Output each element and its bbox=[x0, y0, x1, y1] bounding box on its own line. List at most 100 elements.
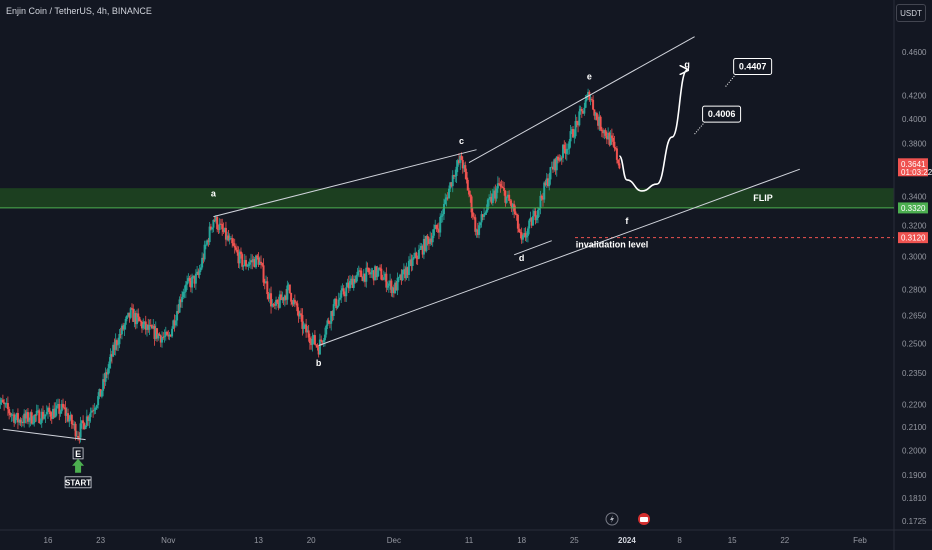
wave-label-E: E bbox=[75, 449, 81, 459]
candle-body-130 bbox=[162, 337, 165, 338]
candle-body-12 bbox=[14, 417, 17, 423]
candle-body-184 bbox=[229, 238, 232, 239]
candle-body-414 bbox=[518, 228, 521, 233]
candle-body-466 bbox=[583, 107, 586, 114]
candle-body-4 bbox=[4, 403, 7, 405]
candle-body-355 bbox=[444, 199, 447, 205]
candle-body-254 bbox=[317, 347, 320, 355]
candle-body-368 bbox=[460, 155, 463, 160]
target-callout-label-0: 0.4006 bbox=[708, 109, 736, 119]
candle-body-193 bbox=[241, 254, 244, 267]
candle-body-335 bbox=[419, 248, 422, 250]
candle-body-24 bbox=[29, 412, 32, 421]
last-price-tag-bg bbox=[898, 158, 928, 177]
candle-body-155 bbox=[193, 275, 196, 284]
candle-body-318 bbox=[397, 277, 400, 278]
candle-body-343 bbox=[429, 238, 432, 244]
candle-body-323 bbox=[404, 269, 407, 279]
target-callout-label-1: 0.4407 bbox=[739, 61, 767, 71]
candle-body-168 bbox=[209, 226, 212, 230]
candle-body-100 bbox=[124, 318, 127, 325]
wave-label-c: c bbox=[459, 136, 464, 146]
candle-body-475 bbox=[594, 113, 597, 116]
candle-body-128 bbox=[159, 335, 162, 343]
candle-body-391 bbox=[489, 196, 492, 199]
candle-body-317 bbox=[396, 277, 399, 291]
candle-body-124 bbox=[154, 328, 157, 339]
candle-body-272 bbox=[340, 290, 343, 298]
candle-body-256 bbox=[320, 339, 323, 342]
candle-body-357 bbox=[446, 197, 449, 199]
candle-body-301 bbox=[376, 270, 379, 278]
candle-body-229 bbox=[286, 285, 289, 300]
candle-body-450 bbox=[563, 144, 566, 149]
candle-body-151 bbox=[188, 278, 191, 281]
candle-body-121 bbox=[151, 325, 154, 329]
candle-body-3 bbox=[3, 402, 6, 405]
candle-body-152 bbox=[189, 280, 192, 288]
lightning-icon[interactable] bbox=[605, 512, 619, 526]
candle-body-489 bbox=[612, 137, 615, 142]
candle-body-267 bbox=[333, 298, 336, 305]
candle-body-427 bbox=[534, 211, 537, 221]
candle-body-377 bbox=[471, 212, 474, 217]
candle-body-131 bbox=[163, 336, 166, 338]
candle-body-231 bbox=[288, 284, 291, 294]
candle-body-186 bbox=[232, 243, 235, 246]
candle-body-15 bbox=[18, 419, 21, 423]
candle-body-54 bbox=[67, 413, 70, 422]
candle-body-214 bbox=[267, 294, 270, 299]
candle-body-352 bbox=[440, 215, 443, 217]
candle-body-91 bbox=[113, 344, 116, 350]
candle-body-56 bbox=[69, 414, 72, 420]
candle-body-68 bbox=[84, 425, 87, 430]
candle-body-65 bbox=[80, 420, 83, 424]
candle-body-33 bbox=[40, 411, 43, 423]
candle-body-289 bbox=[361, 276, 364, 282]
candle-body-340 bbox=[425, 235, 428, 251]
candle-body-81 bbox=[100, 390, 103, 397]
candle-body-0 bbox=[0, 402, 2, 405]
candle-body-457 bbox=[572, 129, 575, 138]
last-price-countdown: 01:03:22 bbox=[901, 168, 932, 177]
candle-body-295 bbox=[369, 272, 372, 275]
candle-body-358 bbox=[447, 188, 450, 199]
candle-body-73 bbox=[90, 410, 93, 413]
candle-body-455 bbox=[569, 131, 572, 142]
candle-body-177 bbox=[221, 224, 224, 230]
candle-body-136 bbox=[169, 334, 172, 337]
x-tick-label-8: 25 bbox=[570, 536, 579, 545]
candle-body-145 bbox=[181, 296, 184, 303]
candle-body-213 bbox=[266, 281, 269, 295]
candle-body-394 bbox=[493, 190, 496, 194]
wave-label-a: a bbox=[211, 189, 217, 199]
candle-body-138 bbox=[172, 320, 175, 329]
candle-body-147 bbox=[183, 291, 186, 293]
candle-body-137 bbox=[171, 328, 174, 337]
candle-body-428 bbox=[535, 218, 538, 221]
candle-body-473 bbox=[592, 99, 595, 110]
wave-label-b: b bbox=[316, 358, 322, 368]
candle-body-306 bbox=[382, 277, 385, 280]
candle-body-388 bbox=[485, 209, 488, 213]
candle-body-372 bbox=[465, 171, 468, 180]
candle-body-221 bbox=[276, 299, 279, 303]
y-tick-label-6: 0.3200 bbox=[902, 222, 927, 231]
candle-body-212 bbox=[265, 281, 268, 284]
currency-button[interactable]: USDT bbox=[896, 4, 926, 22]
candle-body-167 bbox=[208, 226, 211, 243]
candle-body-271 bbox=[338, 297, 341, 300]
candle-body-219 bbox=[273, 304, 276, 306]
candle-body-390 bbox=[488, 198, 491, 200]
candle-body-109 bbox=[135, 313, 138, 325]
x-tick-label-0: 16 bbox=[44, 536, 53, 545]
candle-body-106 bbox=[132, 308, 135, 322]
candle-body-406 bbox=[508, 194, 511, 201]
candle-body-76 bbox=[94, 407, 97, 410]
candle-body-354 bbox=[442, 204, 445, 215]
candle-body-302 bbox=[377, 267, 380, 271]
candle-body-245 bbox=[306, 330, 309, 333]
candle-body-383 bbox=[479, 222, 482, 226]
